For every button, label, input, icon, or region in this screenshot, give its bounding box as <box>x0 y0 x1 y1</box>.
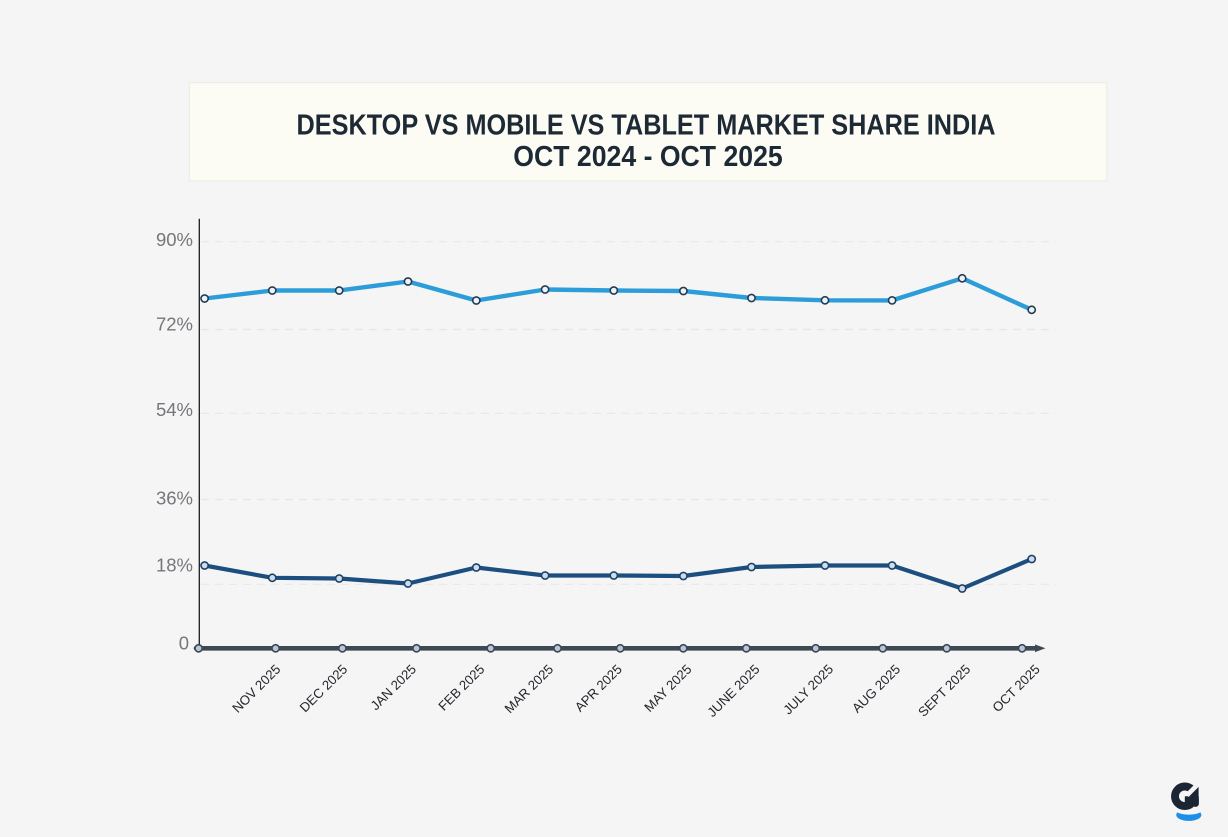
svg-text:54%: 54% <box>156 399 193 420</box>
svg-text:MAR 2025: MAR 2025 <box>502 662 557 717</box>
svg-text:0: 0 <box>179 633 189 654</box>
svg-text:FEB 2025: FEB 2025 <box>435 662 487 714</box>
svg-text:APR 2025: APR 2025 <box>572 662 625 715</box>
svg-text:DESKTOP VS MOBILE VS TABLET MA: DESKTOP VS MOBILE VS TABLET MARKET SHARE… <box>297 110 996 142</box>
svg-text:AUG 2025: AUG 2025 <box>849 662 903 716</box>
svg-text:JULY 2025: JULY 2025 <box>780 662 836 718</box>
svg-text:JAN 2025: JAN 2025 <box>368 662 420 714</box>
svg-text:OCT 2025: OCT 2025 <box>989 662 1042 715</box>
svg-text:DEC 2025: DEC 2025 <box>297 662 351 716</box>
svg-text:72%: 72% <box>156 314 193 335</box>
svg-text:OCT 2024 - OCT 2025: OCT 2024 - OCT 2025 <box>513 141 783 173</box>
svg-text:36%: 36% <box>156 488 193 509</box>
svg-text:NOV 2025: NOV 2025 <box>229 662 283 716</box>
svg-text:SEPT 2025: SEPT 2025 <box>915 662 973 720</box>
svg-text:JUNE 2025: JUNE 2025 <box>704 662 762 720</box>
svg-text:18%: 18% <box>156 555 193 576</box>
svg-text:MAY 2025: MAY 2025 <box>641 662 694 715</box>
svg-text:90%: 90% <box>156 229 193 250</box>
